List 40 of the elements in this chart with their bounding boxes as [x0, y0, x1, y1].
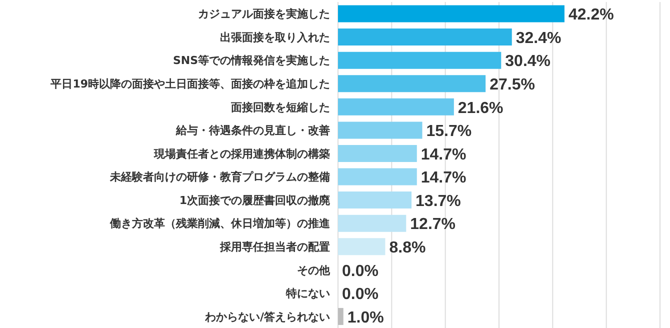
y-tick-label: 1次面接での履歴書回収の撤廃 — [179, 194, 330, 207]
bar — [338, 5, 564, 22]
bar — [338, 238, 386, 256]
y-tick-label: その他 — [297, 264, 331, 277]
bar — [338, 52, 502, 69]
data-label: 1.0% — [347, 309, 384, 326]
y-tick-label: SNS等での情報発信を実施した — [172, 54, 330, 68]
bar — [338, 75, 486, 92]
data-label: 14.7% — [420, 146, 466, 164]
data-label: 8.8% — [389, 240, 426, 256]
y-tick-label: 現場責任者との採用連携体制の構築 — [153, 147, 330, 160]
bar — [338, 192, 412, 209]
y-tick-label: 出張面接を取り入れた — [220, 30, 330, 44]
data-label: 32.4% — [516, 30, 562, 47]
data-label: 42.2% — [568, 6, 614, 24]
data-label: 13.7% — [416, 192, 461, 210]
y-tick-label: 働き方改革（残業削減、休日増加等）の推進 — [109, 217, 331, 230]
data-label: 0.0% — [342, 286, 378, 304]
data-label: 27.5% — [490, 76, 535, 94]
y-tick-label: 平日19時以降の面接や土日面接等、面接の枠を追加した — [50, 78, 330, 90]
bar — [338, 144, 417, 162]
y-tick-label: 面接回数を短縮した — [230, 100, 330, 114]
data-label: 0.0% — [342, 262, 378, 280]
bar — [338, 98, 454, 116]
y-tick-label: 採用専任担当者の配置 — [219, 240, 330, 254]
bar — [338, 168, 417, 186]
bar — [338, 122, 422, 139]
data-label: 15.7% — [426, 123, 472, 140]
y-tick-label: 未経験者向けの研修・教育プログラムの整備 — [109, 170, 330, 184]
bar — [338, 28, 512, 46]
data-label: 30.4% — [505, 53, 551, 70]
bar — [338, 308, 344, 325]
y-tick-label: 特にない — [285, 287, 330, 300]
y-tick-label: カジュアル面接を実施した — [198, 8, 330, 21]
data-label: 14.7% — [420, 170, 466, 187]
data-label: 21.6% — [458, 100, 504, 117]
y-tick-label: 給与・待遇条件の見直し・改善 — [175, 124, 330, 138]
bar — [338, 214, 406, 232]
data-label: 12.7% — [410, 216, 456, 234]
y-tick-label: わからない/答えられない — [204, 310, 330, 324]
